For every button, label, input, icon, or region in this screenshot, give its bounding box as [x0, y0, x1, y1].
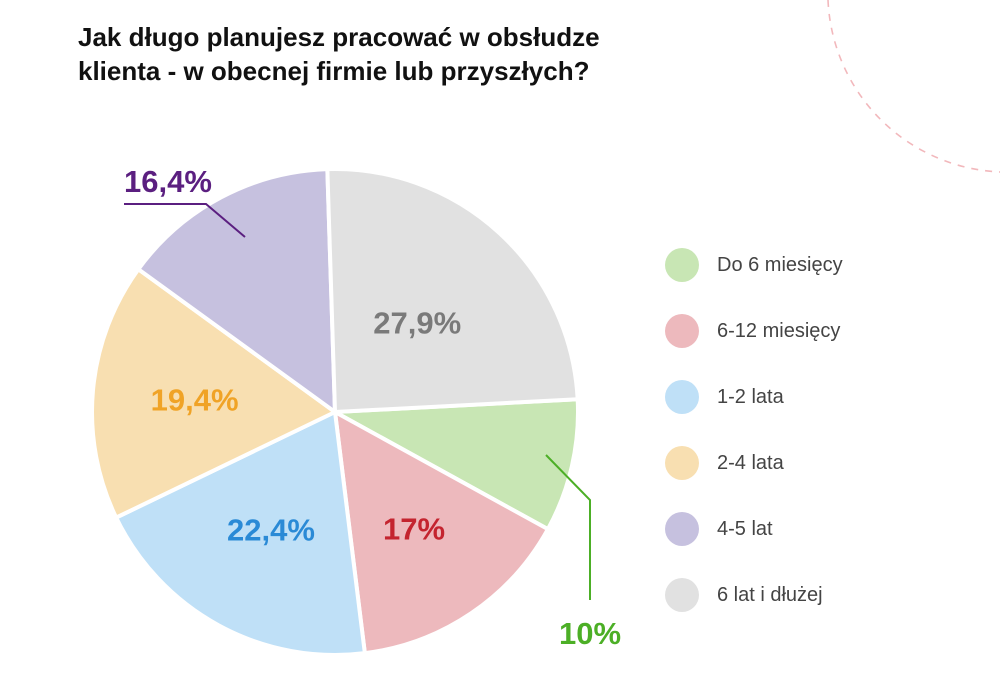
legend-item-1-2-lata: 1-2 lata: [665, 364, 843, 430]
legend-item-6-lat-i-dluzej: 6 lat i dłużej: [665, 562, 843, 628]
chart-title-line-2: klienta - w obecnej firmie lub przyszłyc…: [78, 56, 590, 86]
legend-label: 6-12 miesięcy: [717, 319, 841, 342]
legend-swatch: [665, 380, 699, 414]
pie-slice-2-4-lata: [90, 267, 337, 520]
value-label: 10%: [559, 616, 621, 651]
legend-item-6-12-miesiecy: 6-12 miesięcy: [665, 298, 843, 364]
value-label: 19,4%: [151, 382, 239, 417]
legend-item-do-6-miesiecy: Do 6 miesięcy: [665, 232, 843, 298]
pie-slice-4-5-lat: [136, 167, 337, 414]
leader-line: [545, 454, 591, 600]
legend-label: 6 lat i dłużej: [717, 583, 823, 606]
legend-label: 4-5 lat: [717, 517, 773, 540]
pie-slice-do-6-miesięcy: [333, 397, 581, 532]
pie-slice-6-lat-i-dłużej: [325, 167, 580, 414]
legend-swatch: [665, 578, 699, 612]
legend-label: 2-4 lata: [717, 451, 784, 474]
legend-item-2-4-lata: 2-4 lata: [665, 430, 843, 496]
legend-item-4-5-lat: 4-5 lat: [665, 496, 843, 562]
legend-swatch: [665, 248, 699, 282]
value-label: 22,4%: [227, 512, 315, 547]
leader-line: [124, 203, 246, 238]
value-label: 17%: [383, 512, 445, 547]
legend-swatch: [665, 314, 699, 348]
pie-slices: [90, 167, 581, 657]
value-labels: 10% 17% 22,4% 19,4% 16,4% 27,9%: [124, 164, 621, 651]
legend-label: Do 6 miesięcy: [717, 253, 843, 276]
legend: Do 6 miesięcy 6-12 miesięcy 1-2 lata 2-4…: [665, 232, 843, 628]
legend-swatch: [665, 446, 699, 480]
legend-swatch: [665, 512, 699, 546]
legend-label: 1-2 lata: [717, 385, 784, 408]
pie-slice-1-2-lata: [114, 410, 367, 657]
pie-slice-6-12-miesięcy: [333, 410, 550, 656]
value-label: 16,4%: [124, 164, 212, 199]
leader-lines: [124, 203, 591, 600]
chart-title-line-1: Jak długo planujesz pracować w obsłudze: [78, 22, 600, 52]
value-label: 27,9%: [373, 306, 461, 341]
decorative-dashed-arc: [827, 0, 1000, 173]
chart-title: Jak długo planujesz pracować w obsłudze …: [78, 20, 698, 88]
